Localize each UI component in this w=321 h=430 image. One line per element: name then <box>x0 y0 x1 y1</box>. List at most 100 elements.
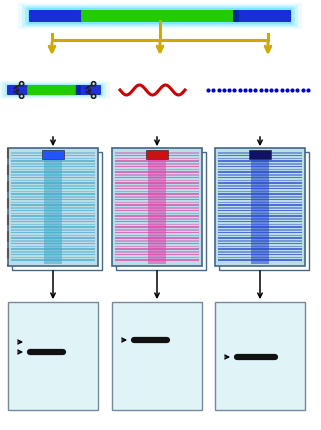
Bar <box>11 232 95 233</box>
Bar <box>11 257 95 258</box>
Bar <box>218 229 302 230</box>
Bar <box>11 174 95 175</box>
Bar <box>218 237 302 239</box>
FancyBboxPatch shape <box>5 84 103 96</box>
Bar <box>115 196 199 197</box>
Bar <box>115 243 199 244</box>
FancyBboxPatch shape <box>29 10 87 22</box>
FancyBboxPatch shape <box>2 83 106 98</box>
Bar <box>218 185 302 187</box>
Bar <box>115 179 199 181</box>
Bar <box>11 237 95 239</box>
Bar <box>42 150 64 159</box>
FancyBboxPatch shape <box>25 6 295 25</box>
Bar <box>215 148 305 266</box>
Bar <box>218 204 302 206</box>
Bar <box>218 171 302 173</box>
Bar <box>218 259 302 261</box>
Bar <box>218 215 302 217</box>
Bar <box>115 234 199 236</box>
FancyBboxPatch shape <box>27 85 81 95</box>
Bar <box>115 246 199 247</box>
Bar <box>115 185 199 187</box>
Bar <box>11 207 95 209</box>
Bar <box>12 152 102 270</box>
Bar <box>218 246 302 247</box>
Bar <box>11 160 95 162</box>
Bar <box>11 212 95 214</box>
Bar <box>218 212 302 214</box>
Bar <box>218 163 302 165</box>
Bar <box>115 212 199 214</box>
Bar <box>218 232 302 233</box>
FancyBboxPatch shape <box>0 81 110 99</box>
Bar <box>215 302 305 410</box>
Bar <box>11 157 95 159</box>
Bar <box>218 234 302 236</box>
Bar <box>115 152 199 154</box>
Bar <box>11 190 95 192</box>
Bar <box>218 226 302 228</box>
Bar <box>11 188 95 189</box>
Bar <box>115 232 199 233</box>
Bar <box>218 243 302 244</box>
Bar <box>218 155 302 156</box>
Bar <box>115 193 199 195</box>
Bar <box>218 182 302 184</box>
Bar <box>218 251 302 252</box>
Bar <box>115 215 199 217</box>
Bar <box>11 251 95 252</box>
Bar <box>8 302 98 410</box>
Bar <box>115 237 199 239</box>
Bar <box>146 150 168 159</box>
Bar <box>115 207 199 209</box>
FancyBboxPatch shape <box>76 85 101 95</box>
Bar <box>115 188 199 189</box>
Bar <box>11 152 95 154</box>
Bar <box>115 166 199 167</box>
Bar <box>218 210 302 211</box>
Bar <box>115 248 199 250</box>
Bar <box>218 152 302 154</box>
Bar <box>115 163 199 165</box>
Bar <box>218 193 302 195</box>
Bar <box>148 150 166 264</box>
Bar <box>115 218 199 219</box>
Bar <box>115 204 199 206</box>
FancyBboxPatch shape <box>18 3 302 29</box>
Bar <box>115 226 199 228</box>
Bar <box>115 155 199 156</box>
Bar <box>115 160 199 162</box>
FancyBboxPatch shape <box>28 8 292 24</box>
Bar <box>116 152 206 270</box>
Bar <box>11 204 95 206</box>
Bar <box>218 221 302 222</box>
Bar <box>11 199 95 200</box>
Bar <box>11 224 95 225</box>
Bar <box>218 169 302 170</box>
Bar <box>115 251 199 252</box>
Bar <box>115 199 199 200</box>
Bar <box>115 257 199 258</box>
Bar <box>44 150 62 264</box>
FancyBboxPatch shape <box>81 10 239 22</box>
Bar <box>115 221 199 222</box>
Bar <box>218 179 302 181</box>
Bar <box>115 229 199 230</box>
Bar <box>218 248 302 250</box>
Bar <box>112 148 202 266</box>
FancyBboxPatch shape <box>233 10 291 22</box>
Bar <box>11 259 95 261</box>
Bar <box>11 202 95 203</box>
Bar <box>218 224 302 225</box>
FancyBboxPatch shape <box>22 5 298 27</box>
Bar <box>115 240 199 242</box>
Bar <box>115 224 199 225</box>
Bar <box>11 218 95 219</box>
Bar <box>11 240 95 242</box>
Bar <box>11 196 95 197</box>
Bar <box>11 254 95 255</box>
Bar <box>11 155 95 156</box>
Bar <box>218 257 302 258</box>
Bar <box>115 254 199 255</box>
